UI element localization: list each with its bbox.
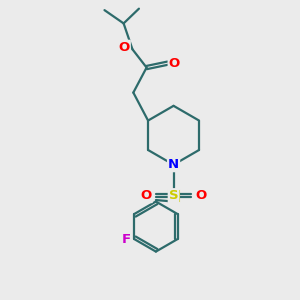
Text: F: F [122,232,130,246]
Text: N: N [168,158,179,171]
Bar [169,191,178,200]
Text: O: O [195,189,207,202]
Text: O: O [140,189,152,202]
Text: S: S [169,189,178,202]
Text: O: O [169,57,180,70]
Text: O: O [118,41,130,54]
